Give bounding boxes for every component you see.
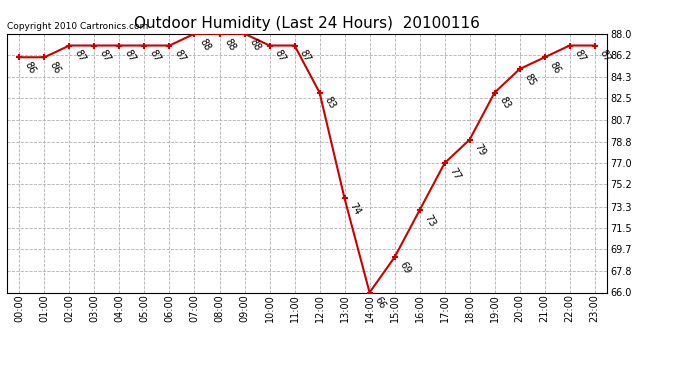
- Text: 88: 88: [222, 36, 237, 52]
- Text: 74: 74: [347, 201, 362, 217]
- Text: 79: 79: [473, 142, 487, 158]
- Text: 86: 86: [47, 60, 62, 76]
- Text: 87: 87: [97, 48, 112, 64]
- Text: 87: 87: [122, 48, 137, 64]
- Text: 69: 69: [397, 260, 412, 276]
- Text: 83: 83: [322, 95, 337, 111]
- Text: 87: 87: [172, 48, 187, 64]
- Text: 88: 88: [197, 36, 212, 52]
- Text: Copyright 2010 Cartronics.com: Copyright 2010 Cartronics.com: [7, 22, 148, 31]
- Text: 86: 86: [547, 60, 562, 76]
- Text: 83: 83: [497, 95, 512, 111]
- Title: Outdoor Humidity (Last 24 Hours)  20100116: Outdoor Humidity (Last 24 Hours) 2010011…: [134, 16, 480, 31]
- Text: 87: 87: [72, 48, 87, 64]
- Text: 77: 77: [447, 166, 462, 182]
- Text: 73: 73: [422, 213, 437, 229]
- Text: 87: 87: [297, 48, 312, 64]
- Text: 87: 87: [273, 48, 287, 64]
- Text: 87: 87: [573, 48, 587, 64]
- Text: 87: 87: [598, 48, 612, 64]
- Text: 86: 86: [22, 60, 37, 76]
- Text: 88: 88: [247, 36, 262, 52]
- Text: 87: 87: [147, 48, 162, 64]
- Text: 85: 85: [522, 72, 538, 87]
- Text: 66: 66: [373, 295, 387, 311]
